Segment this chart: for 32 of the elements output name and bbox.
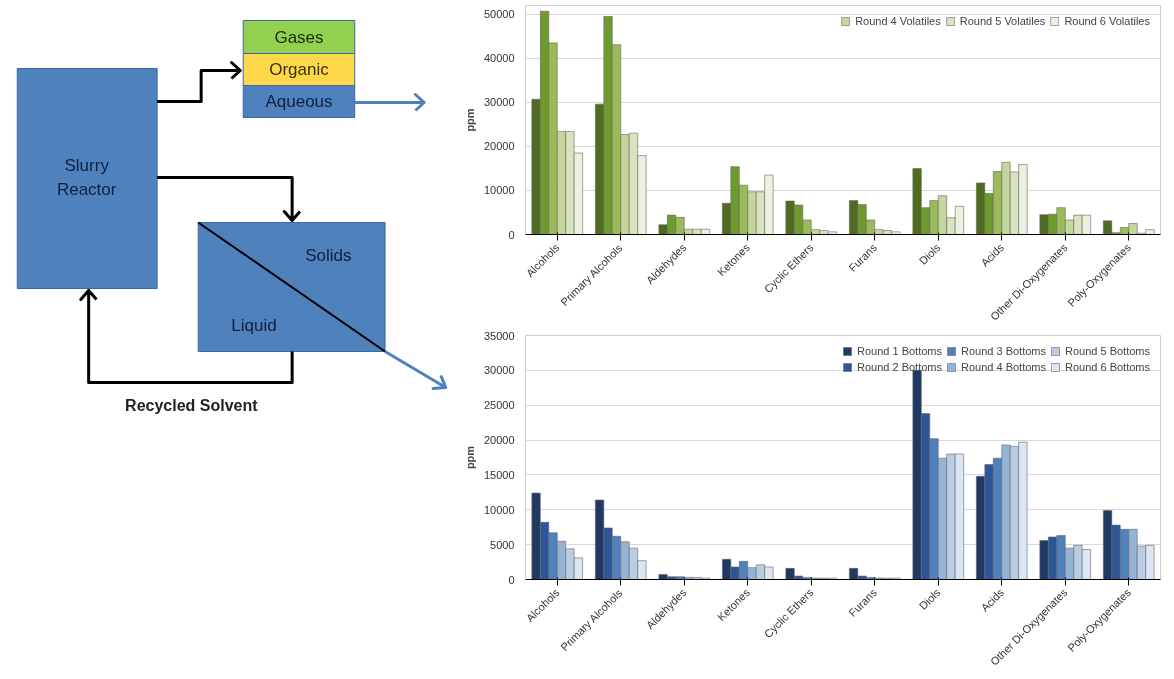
y-tick-label: 20000 bbox=[483, 140, 515, 153]
y-tick-label: 5000 bbox=[490, 538, 515, 551]
y-tick-label: 20000 bbox=[483, 434, 515, 447]
legend-label: Round 6 Bottoms bbox=[1065, 361, 1150, 373]
legend-label: Round 4 Volatiles bbox=[855, 15, 941, 27]
y-tick-label: 35000 bbox=[483, 329, 515, 342]
y-tick-label: 0 bbox=[508, 228, 515, 241]
y-tick-label: 25000 bbox=[483, 399, 515, 412]
text: Liquid bbox=[231, 316, 277, 335]
legend-label: Round 6 Volatiles bbox=[1064, 15, 1150, 27]
y-tick-label: 15000 bbox=[483, 468, 515, 481]
legend-label: Round 3 Bottoms bbox=[961, 345, 1046, 357]
text: Solids bbox=[305, 246, 352, 265]
legend-label: Round 1 Bottoms bbox=[857, 345, 942, 357]
legend-label: Round 2 Bottoms bbox=[857, 361, 942, 373]
y-tick-label: 0 bbox=[508, 573, 515, 586]
text: Recycled Solvent bbox=[125, 397, 259, 414]
text: Aqueous bbox=[265, 92, 333, 111]
y-axis-title: ppm bbox=[463, 445, 476, 470]
y-tick-label: 10000 bbox=[483, 184, 515, 197]
y-tick-label: 30000 bbox=[483, 96, 515, 109]
y-tick-label: 30000 bbox=[483, 364, 515, 377]
text: Slurry Reactor bbox=[56, 155, 117, 200]
y-tick-label: 40000 bbox=[483, 52, 515, 65]
y-tick-label: 10000 bbox=[483, 503, 515, 516]
y-tick-label: 50000 bbox=[483, 8, 515, 21]
legend-label: Round 5 Bottoms bbox=[1065, 345, 1150, 357]
y-axis-title: ppm bbox=[463, 108, 476, 132]
legend-label: Round 4 Bottoms bbox=[961, 361, 1046, 373]
text: Organic bbox=[269, 60, 330, 79]
legend-label: Round 5 Volatiles bbox=[959, 15, 1046, 27]
text: Gases bbox=[274, 28, 324, 47]
